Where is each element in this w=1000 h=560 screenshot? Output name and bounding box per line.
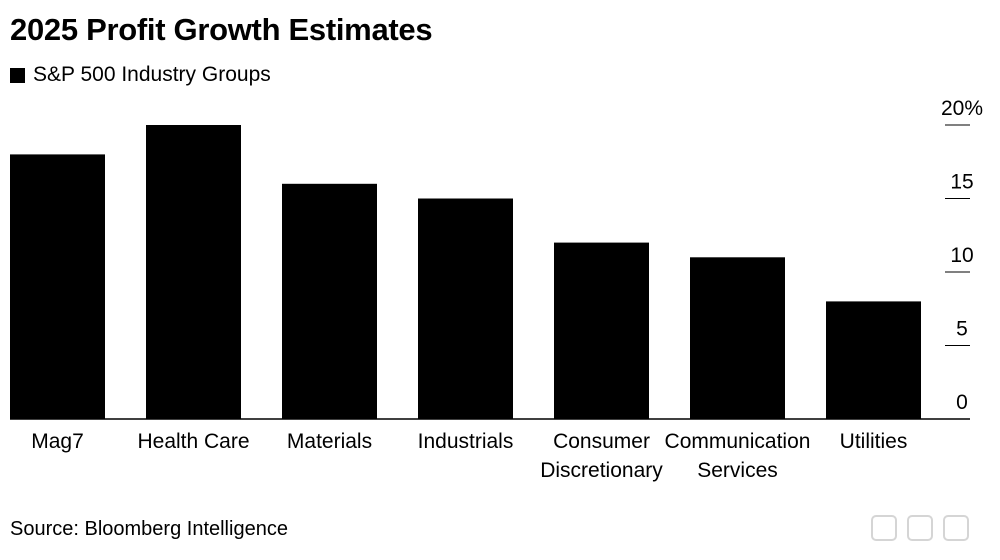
y-tick-label: 15	[950, 171, 973, 194]
source-note: Source: Bloomberg Intelligence	[10, 518, 288, 540]
bar-2	[146, 125, 241, 419]
x-tick-label: Mag7	[31, 430, 84, 453]
x-tick-label: Utilities	[840, 430, 908, 453]
bar-1	[10, 154, 105, 419]
x-tick-label: Health Care	[137, 430, 249, 453]
bar-5	[554, 242, 649, 419]
y-tick-label: 0	[956, 391, 968, 414]
legend-label: S&P 500 Industry Groups	[33, 63, 271, 86]
legend: S&P 500 Industry Groups	[10, 63, 271, 87]
bar-3	[282, 183, 377, 419]
bar-4	[418, 198, 513, 419]
y-tick-label: 5	[956, 318, 968, 341]
x-tick-label: Consumer Discretionary	[540, 430, 663, 482]
bar-chart: 0 5 10 15 20% Mag7 Health Care Materials Industr…	[10, 97, 983, 482]
watermark-logo	[871, 515, 969, 541]
y-tick-label: 20%	[941, 97, 983, 120]
bar-7	[826, 301, 921, 419]
y-tick-label: 10	[950, 244, 973, 267]
bar-6	[690, 257, 785, 419]
chart-title: 2025 Profit Growth Estimates	[10, 12, 433, 47]
x-tick-label: Materials	[287, 430, 372, 453]
x-tick-label: Communication Services	[665, 430, 811, 482]
legend-swatch	[10, 67, 25, 83]
x-tick-label: Industrials	[418, 430, 514, 453]
